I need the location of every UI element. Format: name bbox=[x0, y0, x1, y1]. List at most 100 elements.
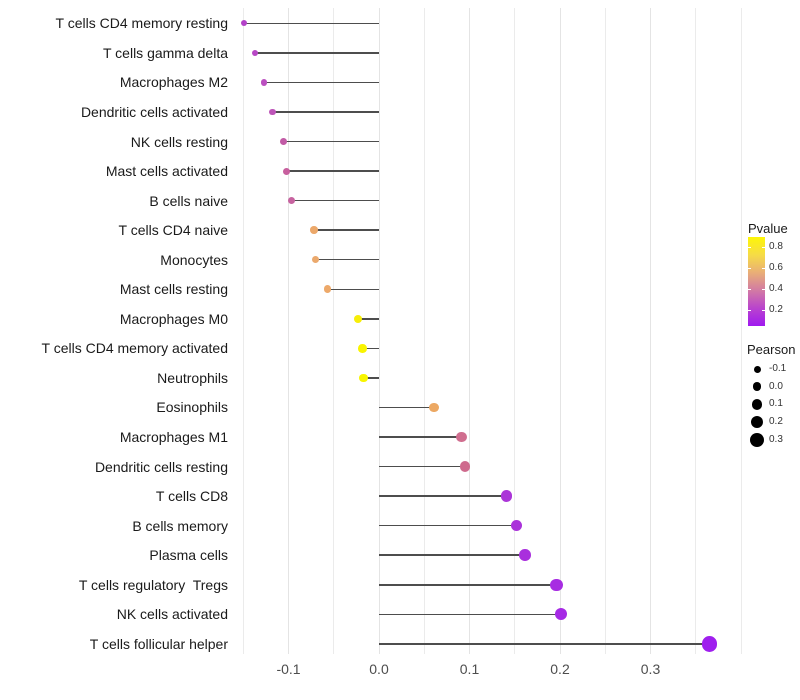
category-label: Dendritic cells activated bbox=[80, 103, 228, 120]
gridline-vertical bbox=[604, 8, 606, 654]
lollipop-point bbox=[500, 490, 513, 502]
lollipop-stem bbox=[362, 347, 379, 350]
gridline-vertical bbox=[650, 8, 651, 654]
colorbar-tick-mark bbox=[748, 310, 751, 311]
category-label: T cells gamma delta bbox=[102, 44, 228, 61]
lollipop-stem bbox=[358, 318, 379, 320]
pearson-legend-label: 0.0 bbox=[769, 380, 783, 392]
lollipop-point bbox=[251, 49, 259, 56]
category-label: T cells CD4 memory activated bbox=[41, 340, 228, 357]
pearson-legend-label: 0.3 bbox=[769, 433, 783, 445]
colorbar-tick-label: 0.4 bbox=[769, 283, 783, 294]
category-label: Mast cells activated bbox=[105, 163, 228, 180]
pearson-legend-dot bbox=[749, 432, 765, 447]
pearson-legend-dot bbox=[752, 382, 762, 392]
pearson-legend-label: 0.2 bbox=[769, 416, 783, 428]
lollipop-point bbox=[323, 285, 332, 294]
lollipop-point bbox=[353, 314, 363, 323]
lollipop-stem bbox=[315, 258, 379, 261]
category-label: NK cells activated bbox=[116, 606, 228, 623]
gridline-vertical bbox=[469, 8, 470, 654]
lollipop-point bbox=[279, 138, 287, 145]
gridline-vertical bbox=[423, 8, 425, 654]
gridline-vertical bbox=[378, 8, 380, 654]
category-label: Macrophages M1 bbox=[119, 429, 228, 445]
x-tick-label: 0.1 bbox=[459, 661, 480, 677]
legend-pvalue-title: Pvalue bbox=[748, 221, 788, 236]
gridline-vertical bbox=[695, 8, 697, 654]
category-label: T cells CD4 memory resting bbox=[55, 15, 228, 32]
gridline-vertical bbox=[740, 8, 742, 654]
lollipop-point bbox=[311, 255, 320, 264]
category-label: T cells CD4 naive bbox=[118, 222, 228, 239]
lollipop-stem bbox=[264, 81, 379, 84]
category-label: T cells CD8 bbox=[155, 488, 228, 505]
lollipop-point bbox=[241, 20, 248, 27]
lollipop-stem bbox=[379, 495, 507, 497]
lollipop-point bbox=[510, 519, 523, 532]
gridline-vertical bbox=[288, 8, 289, 654]
x-tick-label: -0.1 bbox=[276, 661, 301, 677]
colorbar-tick-label: 0.8 bbox=[769, 241, 783, 252]
lollipop-stem bbox=[291, 199, 379, 202]
lollipop-point bbox=[701, 636, 717, 652]
lollipop-stem bbox=[379, 524, 517, 527]
lollipop-stem bbox=[379, 406, 435, 409]
lollipop-stem bbox=[272, 111, 379, 113]
category-label: T cells follicular helper bbox=[89, 635, 228, 652]
colorbar-tick-mark bbox=[762, 310, 765, 311]
pearson-legend-dot bbox=[750, 415, 764, 429]
lollipop-stem bbox=[244, 22, 379, 25]
colorbar-tick-mark bbox=[762, 268, 765, 269]
gridline-vertical bbox=[559, 8, 561, 654]
category-label: Macrophages M2 bbox=[119, 74, 228, 91]
x-tick-label: 0.3 bbox=[640, 661, 661, 677]
category-label: Eosinophils bbox=[156, 399, 228, 416]
category-label: NK cells resting bbox=[130, 133, 228, 150]
lollipop-stem bbox=[283, 140, 379, 143]
lollipop-point bbox=[459, 461, 471, 472]
colorbar-tick-label: 0.2 bbox=[769, 304, 783, 315]
pvalue-colorbar bbox=[748, 237, 765, 326]
lollipop-point bbox=[358, 344, 367, 353]
lollipop-point bbox=[287, 197, 295, 205]
lollipop-point bbox=[310, 226, 318, 234]
category-label: Dendritic cells resting bbox=[94, 458, 228, 475]
lollipop-point bbox=[429, 402, 440, 413]
lollipop-point bbox=[554, 608, 568, 621]
lollipop-stem bbox=[379, 584, 557, 586]
lollipop-point bbox=[550, 578, 563, 591]
colorbar-tick-mark bbox=[748, 289, 751, 290]
colorbar-tick-label: 0.6 bbox=[769, 262, 783, 273]
category-label: T cells regulatory Tregs bbox=[78, 576, 228, 593]
lollipop-point bbox=[283, 167, 291, 175]
lollipop-stem bbox=[379, 643, 710, 645]
category-label: Plasma cells bbox=[149, 547, 228, 564]
colorbar-tick-mark bbox=[762, 247, 765, 248]
lollipop-stem bbox=[255, 52, 379, 54]
lollipop-stem bbox=[379, 613, 561, 616]
category-label: Neutrophils bbox=[157, 369, 228, 386]
category-label: B cells memory bbox=[132, 517, 228, 534]
lollipop-stem bbox=[379, 465, 465, 468]
lollipop-point bbox=[456, 431, 467, 443]
colorbar-tick-mark bbox=[762, 289, 765, 290]
x-tick-label: 0.0 bbox=[369, 661, 389, 677]
gridline-vertical bbox=[333, 8, 335, 654]
category-label: Monocytes bbox=[160, 251, 228, 268]
gridline-vertical bbox=[242, 8, 244, 654]
pearson-legend-dot bbox=[751, 399, 763, 410]
lollipop-point bbox=[359, 373, 368, 383]
legend-pearson-title: Pearson bbox=[747, 342, 796, 357]
category-label: B cells naive bbox=[149, 192, 228, 209]
lollipop-stem bbox=[327, 288, 379, 290]
lollipop-point bbox=[260, 79, 268, 86]
pearson-legend-label: 0.1 bbox=[769, 398, 783, 410]
category-label: Mast cells resting bbox=[119, 281, 228, 298]
x-tick-label: 0.2 bbox=[550, 661, 570, 677]
lollipop-stem bbox=[313, 229, 379, 231]
pearson-legend-dot bbox=[753, 365, 761, 373]
lollipop-stem bbox=[286, 170, 379, 172]
lollipop-stem bbox=[363, 377, 379, 379]
